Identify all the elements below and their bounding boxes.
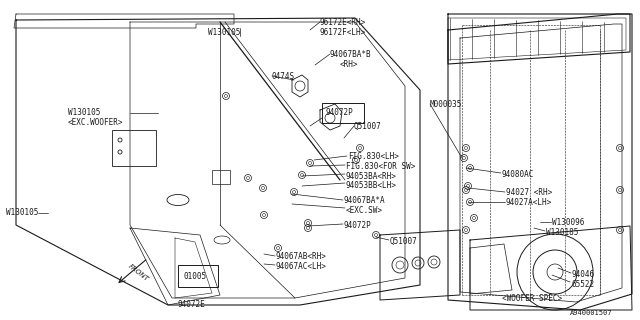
Text: FIG.830<LH>: FIG.830<LH> [348, 152, 399, 161]
Text: <RH>: <RH> [340, 60, 358, 69]
Text: M000035: M000035 [430, 100, 462, 109]
Text: 94080AC: 94080AC [502, 170, 534, 179]
Text: A940001507: A940001507 [570, 310, 612, 316]
Text: 94046: 94046 [572, 270, 595, 279]
Bar [322, 103, 364, 123]
Text: 94027 <RH>: 94027 <RH> [506, 188, 552, 197]
Text: 65522: 65522 [572, 280, 595, 289]
Text: 94067BA*B: 94067BA*B [330, 50, 372, 59]
Bar [112, 130, 156, 166]
Text: 96172F<LH>: 96172F<LH> [320, 28, 366, 37]
Text: W130105: W130105 [208, 28, 241, 37]
Text: 94072E: 94072E [178, 300, 205, 309]
Text: Q51007: Q51007 [354, 122, 381, 131]
Text: <EXC.SW>: <EXC.SW> [346, 206, 383, 215]
Text: 94072P: 94072P [326, 108, 354, 117]
Text: W130105: W130105 [68, 108, 100, 117]
Text: FRONT: FRONT [127, 263, 149, 283]
Text: W130096: W130096 [552, 218, 584, 227]
Text: Q51007: Q51007 [390, 237, 418, 246]
Text: 94053BB<LH>: 94053BB<LH> [346, 181, 397, 190]
Bar [178, 265, 218, 287]
Text: 01005: 01005 [184, 272, 207, 281]
Text: 94067AB<RH>: 94067AB<RH> [276, 252, 327, 261]
Bar [212, 170, 230, 184]
Text: FIG.830<FOR SW>: FIG.830<FOR SW> [346, 162, 415, 171]
Text: 0474S: 0474S [272, 72, 295, 81]
Text: 94072P: 94072P [344, 221, 372, 230]
Text: 94027A<LH>: 94027A<LH> [506, 198, 552, 207]
Text: <WOOFER SPEC>: <WOOFER SPEC> [502, 294, 562, 303]
Text: W130185: W130185 [546, 228, 579, 237]
Text: W130105: W130105 [6, 208, 38, 217]
Text: 94053BA<RH>: 94053BA<RH> [346, 172, 397, 181]
Text: 94067BA*A: 94067BA*A [344, 196, 386, 205]
Text: 96172E<RH>: 96172E<RH> [320, 18, 366, 27]
Text: 94067AC<LH>: 94067AC<LH> [276, 262, 327, 271]
Text: <EXC.WOOFER>: <EXC.WOOFER> [68, 118, 124, 127]
